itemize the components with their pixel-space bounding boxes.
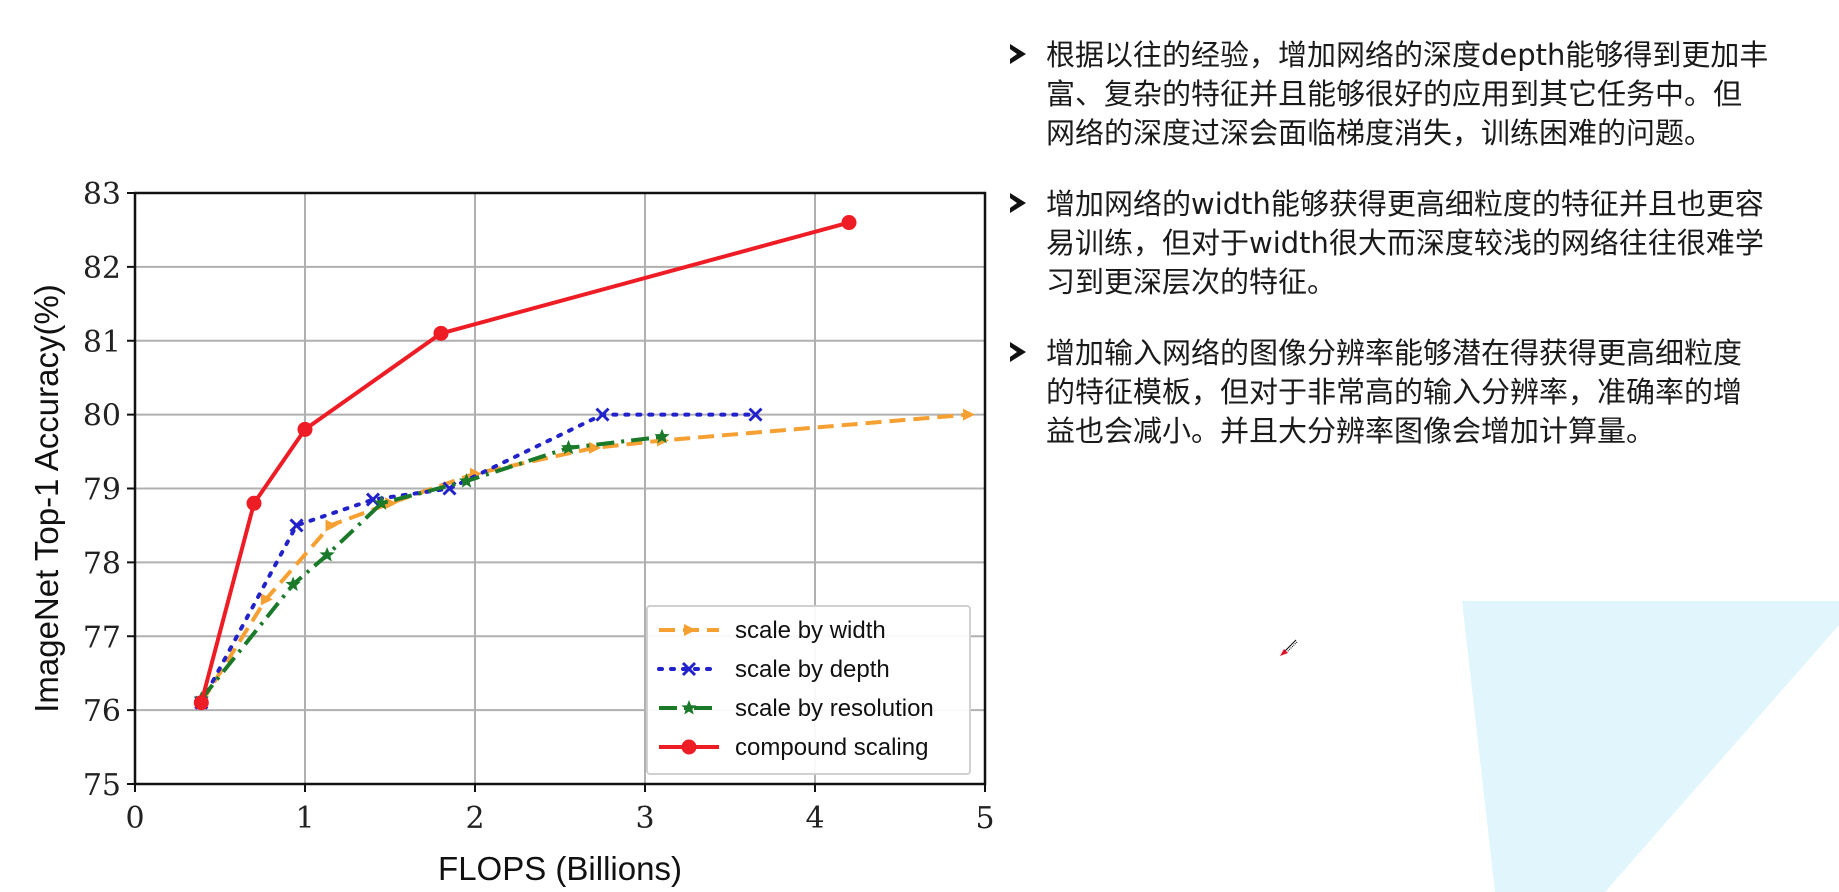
bullet-text-line: 的特征模板，但对于非常高的输入分辨率，准确率的增 bbox=[1046, 375, 1743, 409]
bullet-item-depth: 根据以往的经验，增加网络的深度depth能够得到更加丰 富、复杂的特征并且能够很… bbox=[1008, 36, 1838, 153]
bullet-text-line: 增加输入网络的图像分辨率能够潜在得获得更高细粒度 bbox=[1046, 336, 1743, 370]
arrowhead-bullet-icon bbox=[1010, 193, 1026, 213]
bullet-text-line: 富、复杂的特征并且能够很好的应用到其它任务中。但 bbox=[1046, 77, 1743, 111]
y-tick-label: 80 bbox=[83, 399, 121, 434]
axis-ticks: 0 1 2 3 4 5 75 76 77 78 79 80 81 82 83 bbox=[83, 177, 995, 836]
arrowhead-bullet-icon bbox=[1010, 342, 1026, 362]
legend-label: scale by resolution bbox=[735, 695, 934, 722]
y-tick-label: 78 bbox=[83, 546, 121, 581]
y-tick-label: 79 bbox=[83, 473, 121, 508]
bullet-text-line: 习到更深层次的特征。 bbox=[1046, 265, 1337, 299]
legend: scale by width scale by depth scale by res… bbox=[646, 605, 971, 775]
y-tick-label: 76 bbox=[83, 694, 121, 729]
bullet-item-width: 增加网络的width能够获得更高细粒度的特征并且也更容 易训练，但对于width… bbox=[1008, 185, 1838, 302]
series-compound-scaling bbox=[193, 215, 857, 711]
pen-cursor-icon bbox=[1280, 639, 1298, 656]
bullet-list: 根据以往的经验，增加网络的深度depth能够得到更加丰 富、复杂的特征并且能够很… bbox=[1008, 36, 1838, 483]
bullet-item-resolution: 增加输入网络的图像分辨率能够潜在得获得更高细粒度 的特征模板，但对于非常高的输入… bbox=[1008, 334, 1838, 451]
arrowhead-bullet-icon bbox=[1010, 44, 1026, 64]
y-tick-label: 75 bbox=[83, 768, 121, 803]
bullet-text-line: 益也会减小。并且大分辨率图像会增加计算量。 bbox=[1046, 414, 1656, 448]
x-tick-label: 0 bbox=[125, 801, 144, 836]
bullet-text-line: 易训练，但对于width很大而深度较浅的网络往往很难学 bbox=[1046, 226, 1764, 260]
y-tick-label: 81 bbox=[83, 325, 121, 360]
x-axis-title: FLOPS (Billions) bbox=[438, 850, 682, 887]
x-tick-label: 5 bbox=[975, 801, 994, 836]
chart-canvas: 0 1 2 3 4 5 75 76 77 78 79 80 81 82 83 FLOPS (Billions)… bbox=[28, 177, 995, 887]
bullet-text-line: 根据以往的经验，增加网络的深度depth能够得到更加丰 bbox=[1046, 38, 1769, 72]
y-tick-label: 82 bbox=[83, 251, 121, 286]
legend-label: scale by depth bbox=[735, 656, 890, 683]
legend-item: scale by width bbox=[659, 617, 886, 644]
legend-label: compound scaling bbox=[735, 734, 928, 761]
legend-item: scale by resolution bbox=[659, 695, 934, 722]
legend-label: scale by width bbox=[735, 617, 886, 644]
y-tick-label: 83 bbox=[83, 177, 121, 212]
x-tick-label: 4 bbox=[805, 801, 824, 836]
y-axis-title: ImageNet Top-1 Accuracy(%) bbox=[28, 284, 65, 713]
x-tick-label: 3 bbox=[635, 801, 654, 836]
legend-item: scale by depth bbox=[657, 656, 890, 683]
chart: 0 1 2 3 4 5 75 76 77 78 79 80 81 82 83 FLOPS (Billions)… bbox=[28, 177, 995, 887]
x-tick-label: 2 bbox=[465, 801, 484, 836]
bullet-text-line: 网络的深度过深会面临梯度消失，训练困难的问题。 bbox=[1046, 116, 1714, 150]
y-tick-label: 77 bbox=[83, 620, 121, 655]
decor-triangle bbox=[1462, 601, 1839, 892]
x-tick-label: 1 bbox=[295, 801, 314, 836]
bullet-text-line: 增加网络的width能够获得更高细粒度的特征并且也更容 bbox=[1046, 187, 1764, 221]
legend-item: compound scaling bbox=[659, 734, 928, 761]
